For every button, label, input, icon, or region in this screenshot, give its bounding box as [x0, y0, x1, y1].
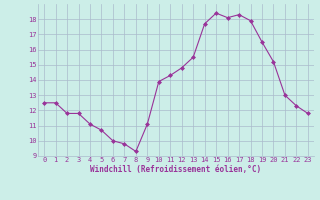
- X-axis label: Windchill (Refroidissement éolien,°C): Windchill (Refroidissement éolien,°C): [91, 165, 261, 174]
